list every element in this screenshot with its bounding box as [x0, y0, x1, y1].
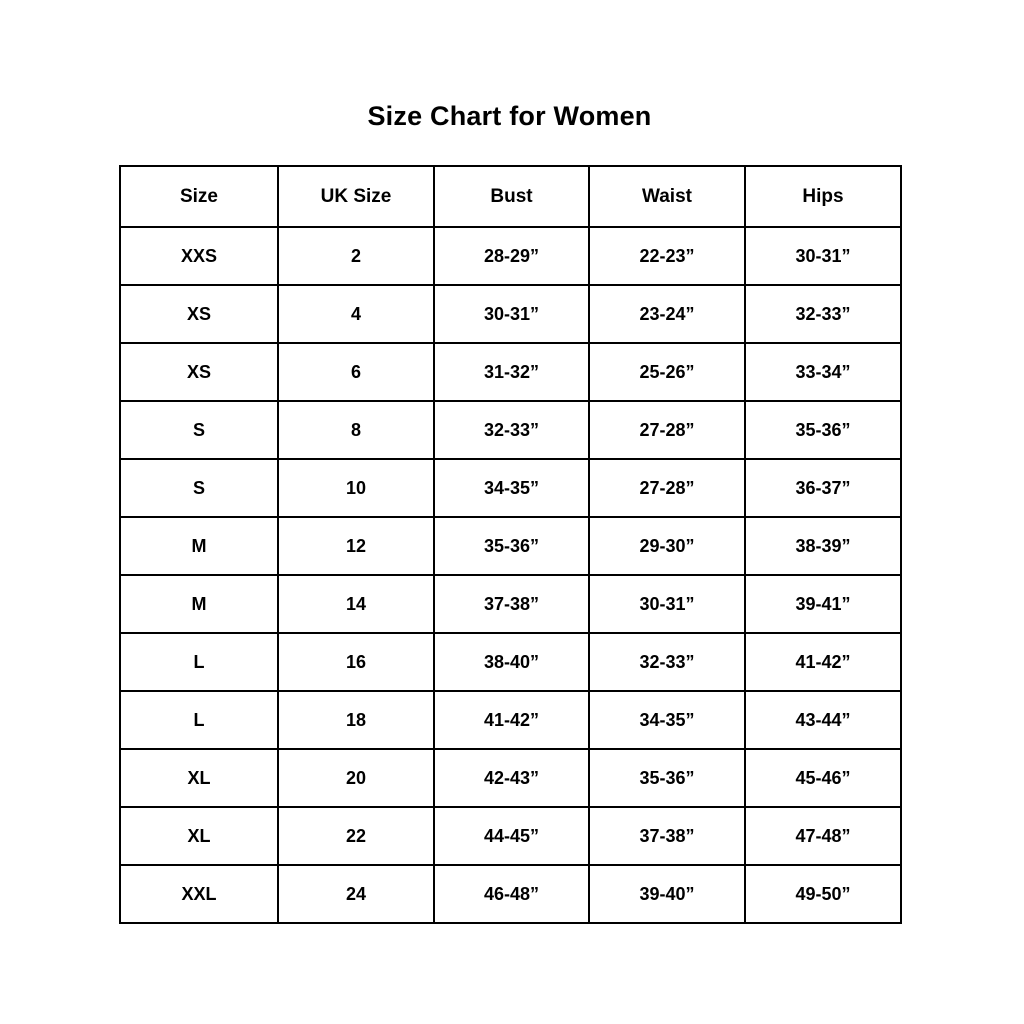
cell-waist: 39-40” [588, 864, 746, 924]
cell-waist: 34-35” [588, 690, 746, 750]
table-row: S 8 32-33” 27-28” 35-36” [119, 400, 902, 460]
cell-waist: 32-33” [588, 632, 746, 692]
cell-bust: 42-43” [433, 748, 590, 808]
table-row: XS 6 31-32” 25-26” 33-34” [119, 342, 902, 402]
cell-uk-size: 10 [277, 458, 435, 518]
cell-size: XS [119, 284, 279, 344]
table-row: XXS 2 28-29” 22-23” 30-31” [119, 226, 902, 286]
cell-bust: 41-42” [433, 690, 590, 750]
cell-hips: 49-50” [744, 864, 902, 924]
cell-size: L [119, 632, 279, 692]
column-header-hips: Hips [744, 165, 902, 228]
cell-hips: 35-36” [744, 400, 902, 460]
cell-hips: 41-42” [744, 632, 902, 692]
cell-hips: 47-48” [744, 806, 902, 866]
cell-hips: 32-33” [744, 284, 902, 344]
table-row: XXL 24 46-48” 39-40” 49-50” [119, 864, 902, 924]
cell-waist: 23-24” [588, 284, 746, 344]
cell-waist: 22-23” [588, 226, 746, 286]
cell-size: XS [119, 342, 279, 402]
cell-bust: 37-38” [433, 574, 590, 634]
cell-bust: 31-32” [433, 342, 590, 402]
cell-bust: 46-48” [433, 864, 590, 924]
cell-bust: 35-36” [433, 516, 590, 576]
cell-size: S [119, 400, 279, 460]
cell-hips: 33-34” [744, 342, 902, 402]
cell-size: L [119, 690, 279, 750]
cell-uk-size: 22 [277, 806, 435, 866]
cell-uk-size: 16 [277, 632, 435, 692]
cell-uk-size: 4 [277, 284, 435, 344]
cell-bust: 30-31” [433, 284, 590, 344]
cell-uk-size: 2 [277, 226, 435, 286]
column-header-size: Size [119, 165, 279, 228]
cell-uk-size: 8 [277, 400, 435, 460]
cell-waist: 27-28” [588, 458, 746, 518]
table-row: XL 22 44-45” 37-38” 47-48” [119, 806, 902, 866]
cell-size: XL [119, 806, 279, 866]
cell-hips: 36-37” [744, 458, 902, 518]
column-header-uk-size: UK Size [277, 165, 435, 228]
cell-size: XXL [119, 864, 279, 924]
size-chart-table: Size UK Size Bust Waist Hips XXS 2 28-29” 2… [119, 165, 902, 924]
table-body: XXS 2 28-29” 22-23” 30-31” XS 4 30-31” 23-24” 32-… [119, 226, 902, 924]
cell-size: S [119, 458, 279, 518]
cell-hips: 43-44” [744, 690, 902, 750]
cell-uk-size: 20 [277, 748, 435, 808]
cell-size: XL [119, 748, 279, 808]
table-row: XL 20 42-43” 35-36” 45-46” [119, 748, 902, 808]
table-row: L 18 41-42” 34-35” 43-44” [119, 690, 902, 750]
cell-hips: 38-39” [744, 516, 902, 576]
cell-bust: 34-35” [433, 458, 590, 518]
column-header-waist: Waist [588, 165, 746, 228]
table-row: L 16 38-40” 32-33” 41-42” [119, 632, 902, 692]
cell-bust: 44-45” [433, 806, 590, 866]
cell-uk-size: 6 [277, 342, 435, 402]
cell-waist: 30-31” [588, 574, 746, 634]
cell-hips: 30-31” [744, 226, 902, 286]
cell-waist: 29-30” [588, 516, 746, 576]
column-header-bust: Bust [433, 165, 590, 228]
cell-waist: 25-26” [588, 342, 746, 402]
cell-hips: 45-46” [744, 748, 902, 808]
table-row: S 10 34-35” 27-28” 36-37” [119, 458, 902, 518]
page-title: Size Chart for Women [367, 101, 652, 131]
cell-waist: 37-38” [588, 806, 746, 866]
cell-bust: 32-33” [433, 400, 590, 460]
cell-uk-size: 18 [277, 690, 435, 750]
table-header: Size UK Size Bust Waist Hips [119, 165, 902, 228]
cell-bust: 28-29” [433, 226, 590, 286]
cell-uk-size: 12 [277, 516, 435, 576]
cell-waist: 35-36” [588, 748, 746, 808]
table-row: XS 4 30-31” 23-24” 32-33” [119, 284, 902, 344]
table-row: M 12 35-36” 29-30” 38-39” [119, 516, 902, 576]
cell-size: XXS [119, 226, 279, 286]
table-header-row: Size UK Size Bust Waist Hips [119, 165, 902, 228]
table-row: M 14 37-38” 30-31” 39-41” [119, 574, 902, 634]
cell-hips: 39-41” [744, 574, 902, 634]
cell-bust: 38-40” [433, 632, 590, 692]
cell-waist: 27-28” [588, 400, 746, 460]
cell-uk-size: 14 [277, 574, 435, 634]
cell-uk-size: 24 [277, 864, 435, 924]
cell-size: M [119, 516, 279, 576]
cell-size: M [119, 574, 279, 634]
